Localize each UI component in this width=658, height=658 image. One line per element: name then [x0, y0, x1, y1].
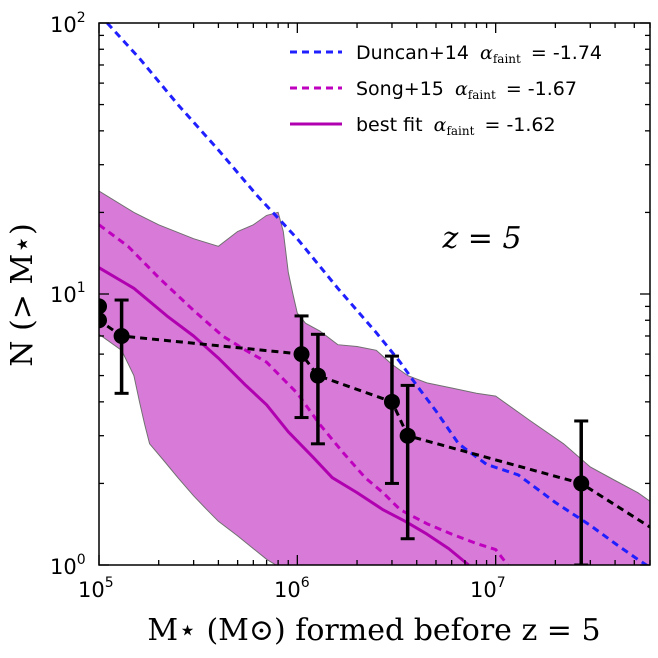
axis-ticks	[98, 22, 651, 566]
series-line-observed	[99, 306, 650, 529]
legend-label-song: Song+15 αfaint = -1.67	[356, 78, 577, 104]
data-point	[293, 346, 310, 363]
x-axis-title: M⋆ (M⊙) formed before z = 5	[147, 613, 600, 648]
data-point	[383, 393, 400, 410]
data-point	[113, 327, 130, 344]
data-point	[309, 367, 326, 384]
confidence-band	[99, 190, 650, 565]
data-point	[573, 475, 590, 492]
x-tick-label-1e5: 105	[78, 575, 114, 602]
series-line-song-15	[99, 223, 509, 565]
series-line-duncan-14	[106, 23, 650, 565]
series-line-best-fit	[99, 266, 470, 565]
y-axis-title: N (> M⋆)	[5, 223, 40, 366]
redshift-annotation: z = 5	[441, 221, 521, 256]
data-point	[399, 427, 416, 444]
legend: Duncan+14 αfaint = -1.74 Song+15 αfaint …	[290, 42, 602, 140]
legend-label-bestfit: best fit αfaint = -1.62	[356, 114, 556, 140]
legend-label-duncan: Duncan+14 αfaint = -1.74	[356, 42, 602, 68]
y-tick-label-100: 102	[50, 10, 86, 37]
x-tick-label-1e7: 107	[470, 575, 506, 602]
x-tick-label-1e6: 106	[274, 575, 310, 602]
y-tick-label-10: 101	[50, 280, 86, 307]
plot-area	[99, 23, 650, 565]
y-tick-label-1: 100	[50, 552, 86, 579]
